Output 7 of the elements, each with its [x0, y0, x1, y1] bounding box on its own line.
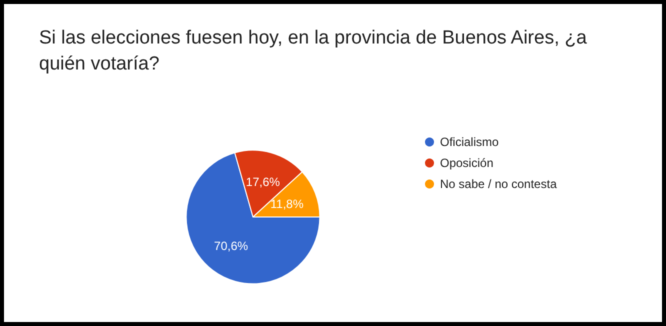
data-label: 17,6%: [246, 174, 280, 189]
chart-title: Si las elecciones fuesen hoy, en la provincia de Buenos Aires, ¿a quién votaría?: [39, 28, 592, 74]
data-label: 11,8%: [270, 196, 304, 211]
data-label: 70,6%: [214, 239, 248, 254]
legend-label: No sabe / no contesta: [440, 177, 558, 191]
legend-label: Oposición: [440, 156, 494, 170]
legend-label: Oficialismo: [440, 135, 499, 149]
